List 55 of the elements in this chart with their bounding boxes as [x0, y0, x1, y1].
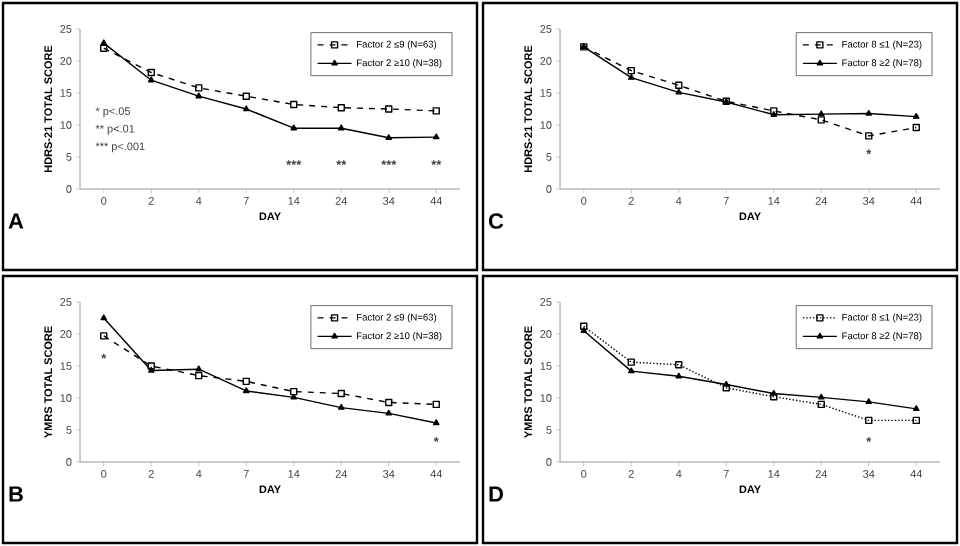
point	[627, 367, 635, 374]
point	[242, 105, 250, 112]
point	[865, 398, 873, 405]
point	[100, 332, 108, 340]
point	[865, 132, 873, 140]
text: A	[8, 213, 24, 229]
point	[242, 377, 250, 386]
point	[290, 124, 298, 131]
point	[100, 314, 108, 321]
point	[195, 92, 203, 99]
point	[627, 73, 635, 80]
text: B	[9, 486, 23, 502]
point	[722, 384, 730, 392]
text: C	[488, 213, 504, 229]
point	[432, 107, 440, 115]
point	[817, 116, 825, 124]
point	[100, 44, 108, 52]
point	[675, 88, 683, 95]
point	[337, 389, 345, 398]
point	[865, 416, 873, 425]
point	[627, 66, 635, 75]
point	[675, 81, 683, 90]
point	[337, 403, 345, 410]
point	[432, 419, 440, 426]
point	[385, 105, 393, 113]
point	[627, 358, 635, 366]
point	[147, 68, 155, 77]
point	[195, 371, 203, 380]
point	[912, 123, 920, 132]
point	[290, 387, 298, 396]
point	[817, 110, 825, 117]
text: D	[489, 486, 503, 502]
point	[770, 393, 778, 401]
point	[770, 389, 778, 396]
point	[675, 361, 683, 369]
point	[290, 100, 298, 109]
point	[385, 409, 393, 416]
point	[580, 327, 588, 333]
point	[385, 398, 393, 407]
point	[290, 393, 298, 400]
point	[912, 405, 920, 412]
point	[817, 400, 825, 409]
point	[242, 387, 250, 394]
point	[195, 84, 203, 92]
point	[817, 393, 825, 400]
point	[865, 109, 873, 116]
point	[912, 416, 920, 425]
point	[195, 365, 203, 372]
point	[675, 372, 683, 379]
point	[337, 104, 345, 112]
point	[432, 400, 440, 409]
point	[242, 92, 250, 100]
point	[100, 39, 108, 46]
point	[912, 112, 920, 119]
point	[385, 134, 393, 140]
